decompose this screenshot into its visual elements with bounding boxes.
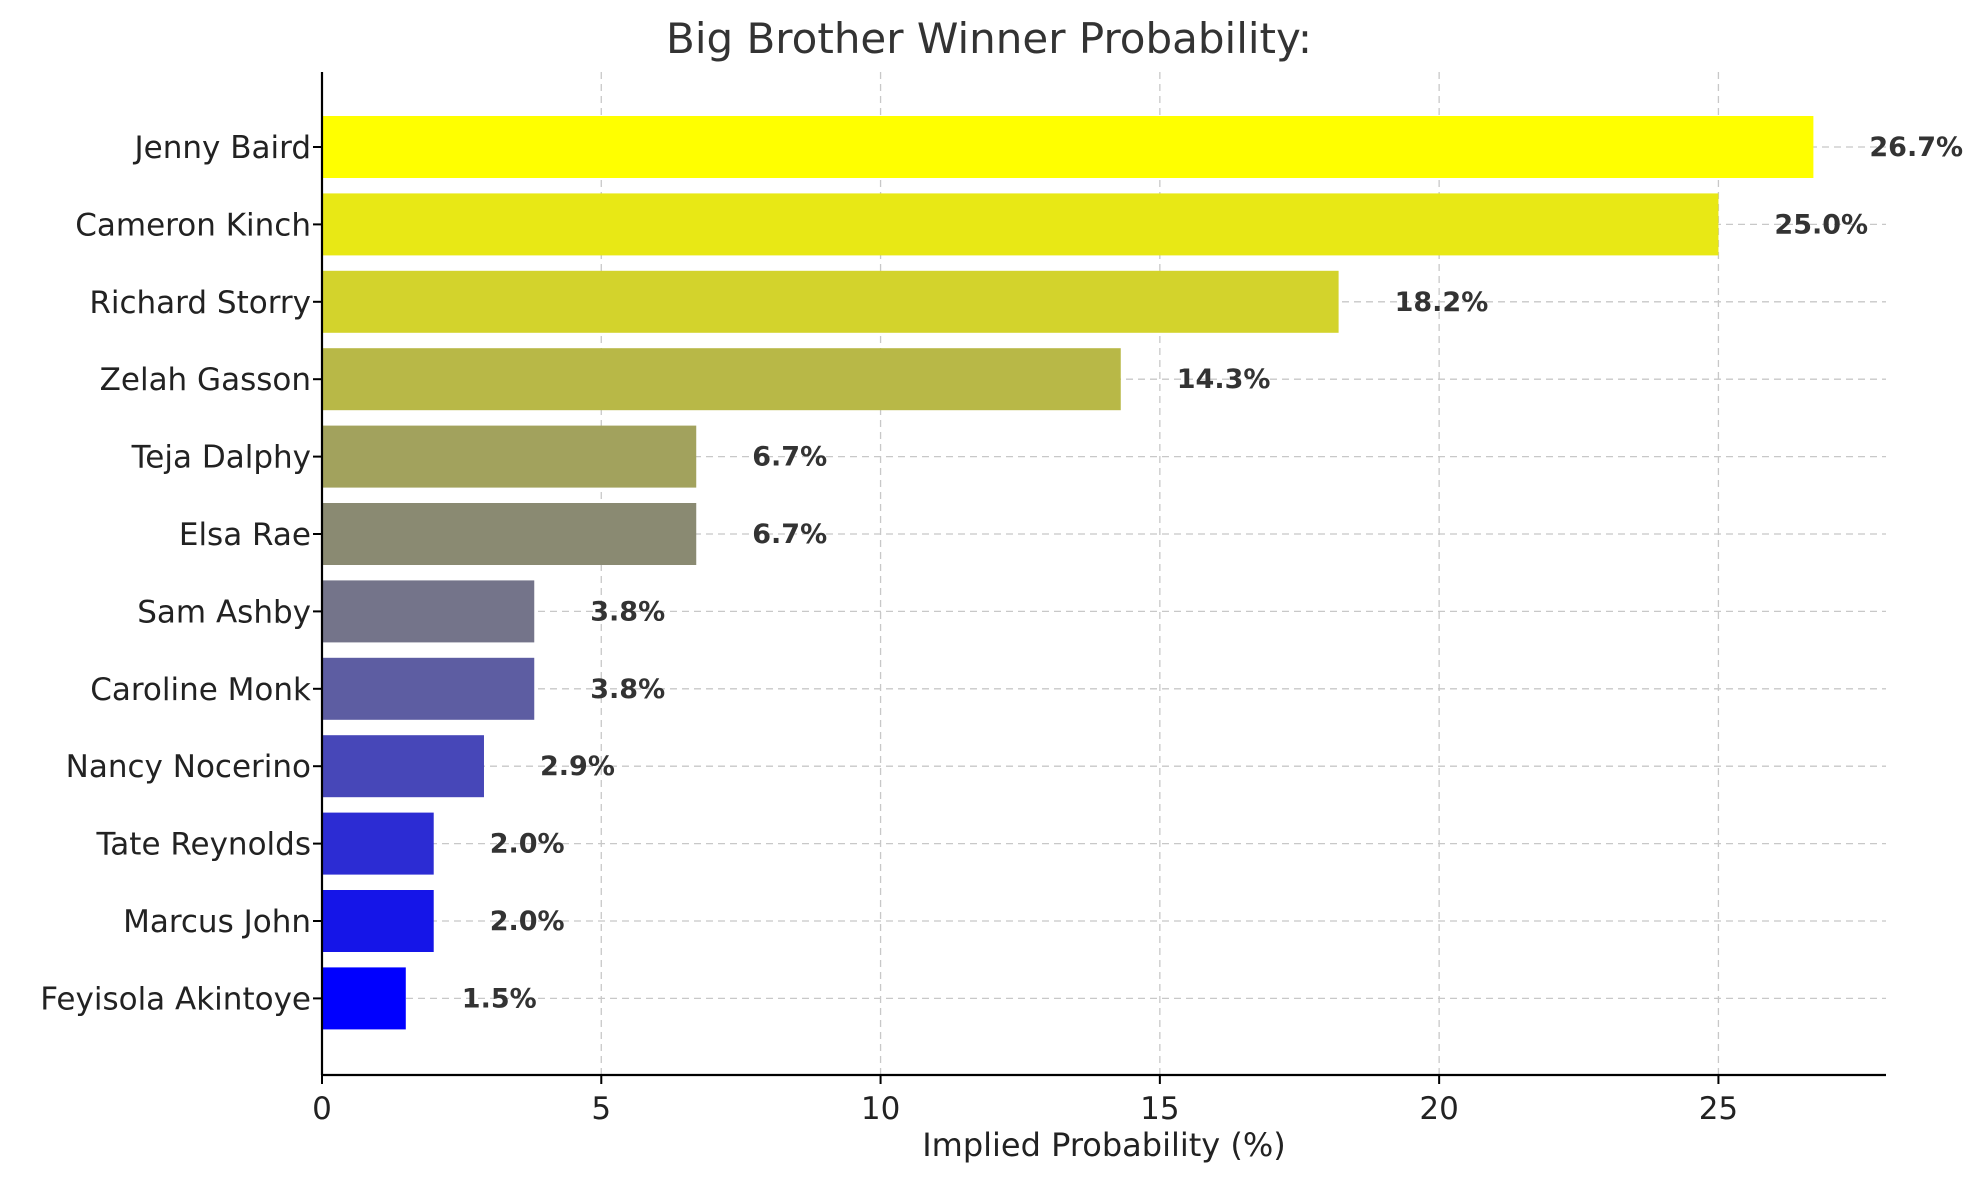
labels-layer: Jenny Baird 26.7% Cameron Kinch 25.0% Richar… (40, 130, 1963, 1017)
bar (322, 270, 1339, 333)
chart-title: Big Brother Winner Probability: (666, 14, 1312, 63)
x-tick-label: 15 (1140, 1091, 1179, 1127)
category-label: Tate Reynolds (95, 827, 311, 863)
data-label: 1.5% (462, 983, 537, 1014)
bar (322, 967, 406, 1030)
category-label: Sam Ashby (137, 594, 311, 630)
bar (322, 580, 535, 643)
data-label: 14.3% (1177, 364, 1271, 395)
x-tick-label: 0 (312, 1091, 332, 1127)
category-label: Nancy Nocerino (66, 749, 311, 785)
category-label: Caroline Monk (90, 672, 311, 708)
category-label: Marcus John (123, 904, 311, 940)
data-label: 3.8% (590, 596, 665, 627)
x-tick-label: 25 (1699, 1091, 1738, 1127)
data-label: 2.0% (490, 829, 565, 860)
category-label: Cameron Kinch (75, 207, 311, 243)
x-axis-label: Implied Probability (%) (922, 1126, 1286, 1164)
data-label: 2.9% (540, 751, 615, 782)
category-label: Feyisola Akintoye (40, 981, 311, 1017)
x-tick-label: 10 (861, 1091, 900, 1127)
category-label: Jenny Baird (133, 130, 311, 166)
bar (322, 890, 434, 952)
category-label: Zelah Gasson (100, 362, 311, 398)
bar (322, 116, 1814, 178)
x-tick-label: 5 (591, 1091, 611, 1127)
bar (322, 503, 697, 565)
bar (322, 348, 1121, 411)
category-label: Teja Dalphy (131, 440, 311, 476)
x-tick-label: 20 (1419, 1091, 1458, 1127)
data-label: 6.7% (752, 442, 827, 473)
category-label: Elsa Rae (179, 517, 311, 553)
bar (322, 812, 434, 875)
bar (322, 657, 535, 720)
x-ticks: 0 5 10 15 20 25 (312, 146, 1738, 1127)
data-label: 26.7% (1869, 132, 1963, 163)
data-label: 18.2% (1395, 287, 1489, 318)
bar (322, 425, 697, 488)
category-label: Richard Storry (89, 285, 311, 321)
bar (322, 735, 484, 798)
data-label: 2.0% (490, 906, 565, 937)
data-label: 3.8% (590, 674, 665, 705)
bar (322, 193, 1719, 256)
bars-layer (322, 116, 1814, 1030)
data-label: 25.0% (1774, 209, 1868, 240)
data-label: 6.7% (752, 519, 827, 550)
